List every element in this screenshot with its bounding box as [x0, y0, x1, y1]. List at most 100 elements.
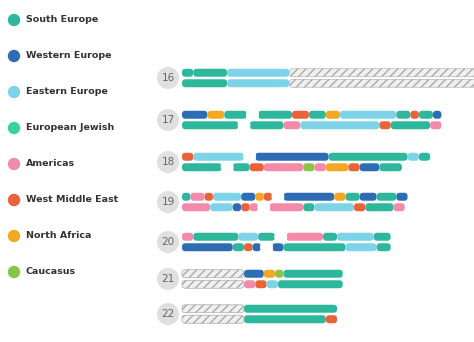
FancyBboxPatch shape	[182, 193, 191, 201]
Text: Caucasus: Caucasus	[26, 267, 76, 276]
FancyBboxPatch shape	[182, 270, 244, 278]
FancyBboxPatch shape	[408, 153, 419, 161]
FancyBboxPatch shape	[193, 233, 238, 241]
FancyBboxPatch shape	[340, 111, 396, 119]
FancyBboxPatch shape	[205, 193, 213, 201]
Text: Eastern Europe: Eastern Europe	[26, 88, 108, 96]
FancyBboxPatch shape	[315, 163, 326, 171]
FancyBboxPatch shape	[191, 193, 205, 201]
Text: Americas: Americas	[26, 159, 75, 169]
Circle shape	[9, 51, 19, 62]
Circle shape	[9, 122, 19, 133]
FancyBboxPatch shape	[419, 111, 433, 119]
FancyBboxPatch shape	[264, 163, 303, 171]
FancyBboxPatch shape	[258, 111, 292, 119]
FancyBboxPatch shape	[182, 79, 227, 87]
FancyBboxPatch shape	[337, 233, 374, 241]
Circle shape	[9, 87, 19, 97]
Circle shape	[275, 231, 287, 243]
FancyBboxPatch shape	[430, 121, 441, 129]
Circle shape	[9, 158, 19, 170]
FancyBboxPatch shape	[354, 203, 365, 211]
Text: South Europe: South Europe	[26, 15, 98, 25]
FancyBboxPatch shape	[233, 243, 244, 251]
FancyBboxPatch shape	[283, 243, 346, 251]
FancyBboxPatch shape	[419, 153, 430, 161]
Text: 18: 18	[161, 157, 174, 167]
FancyBboxPatch shape	[360, 163, 379, 171]
FancyBboxPatch shape	[244, 305, 337, 313]
FancyBboxPatch shape	[348, 163, 360, 171]
FancyBboxPatch shape	[376, 243, 391, 251]
Text: North Africa: North Africa	[26, 232, 91, 240]
FancyBboxPatch shape	[182, 305, 244, 313]
Text: 17: 17	[161, 115, 174, 125]
FancyBboxPatch shape	[286, 233, 323, 241]
FancyBboxPatch shape	[255, 280, 266, 288]
FancyBboxPatch shape	[250, 163, 264, 171]
FancyBboxPatch shape	[346, 193, 360, 201]
FancyBboxPatch shape	[275, 270, 283, 278]
FancyBboxPatch shape	[326, 111, 340, 119]
FancyBboxPatch shape	[326, 163, 348, 171]
FancyBboxPatch shape	[182, 153, 193, 161]
FancyBboxPatch shape	[210, 203, 233, 211]
FancyBboxPatch shape	[241, 203, 250, 211]
Text: 22: 22	[161, 309, 174, 319]
Circle shape	[9, 266, 19, 277]
Circle shape	[157, 231, 179, 253]
FancyBboxPatch shape	[182, 121, 238, 129]
FancyBboxPatch shape	[396, 111, 410, 119]
FancyBboxPatch shape	[182, 111, 208, 119]
FancyBboxPatch shape	[264, 270, 275, 278]
Circle shape	[261, 241, 273, 253]
Circle shape	[9, 195, 19, 206]
Circle shape	[157, 151, 179, 173]
Circle shape	[157, 303, 179, 325]
Circle shape	[157, 109, 179, 131]
FancyBboxPatch shape	[213, 193, 241, 201]
FancyBboxPatch shape	[269, 203, 303, 211]
FancyBboxPatch shape	[283, 121, 301, 129]
FancyBboxPatch shape	[182, 243, 233, 251]
FancyBboxPatch shape	[379, 163, 402, 171]
FancyBboxPatch shape	[182, 203, 210, 211]
FancyBboxPatch shape	[227, 79, 289, 87]
FancyBboxPatch shape	[309, 111, 326, 119]
FancyBboxPatch shape	[193, 153, 244, 161]
FancyBboxPatch shape	[272, 243, 283, 251]
Text: 16: 16	[161, 73, 174, 83]
FancyBboxPatch shape	[315, 203, 354, 211]
FancyBboxPatch shape	[283, 270, 343, 278]
FancyBboxPatch shape	[292, 111, 309, 119]
Circle shape	[9, 231, 19, 241]
FancyBboxPatch shape	[334, 193, 346, 201]
FancyBboxPatch shape	[326, 315, 337, 323]
FancyBboxPatch shape	[238, 233, 258, 241]
FancyBboxPatch shape	[244, 315, 326, 323]
Text: 19: 19	[161, 197, 174, 207]
FancyBboxPatch shape	[182, 280, 244, 288]
FancyBboxPatch shape	[433, 111, 441, 119]
Text: 21: 21	[161, 274, 174, 284]
FancyBboxPatch shape	[241, 193, 255, 201]
Circle shape	[244, 151, 255, 163]
FancyBboxPatch shape	[365, 203, 393, 211]
FancyBboxPatch shape	[283, 193, 334, 201]
FancyBboxPatch shape	[182, 163, 221, 171]
FancyBboxPatch shape	[244, 270, 264, 278]
Circle shape	[258, 201, 270, 213]
FancyBboxPatch shape	[391, 121, 430, 129]
FancyBboxPatch shape	[379, 121, 391, 129]
Text: European Jewish: European Jewish	[26, 123, 114, 132]
FancyBboxPatch shape	[289, 69, 474, 77]
FancyBboxPatch shape	[182, 233, 193, 241]
Circle shape	[246, 109, 258, 121]
FancyBboxPatch shape	[182, 315, 244, 323]
FancyBboxPatch shape	[374, 233, 391, 241]
FancyBboxPatch shape	[303, 163, 315, 171]
FancyBboxPatch shape	[303, 203, 315, 211]
FancyBboxPatch shape	[255, 153, 328, 161]
FancyBboxPatch shape	[250, 121, 283, 129]
FancyBboxPatch shape	[255, 193, 264, 201]
